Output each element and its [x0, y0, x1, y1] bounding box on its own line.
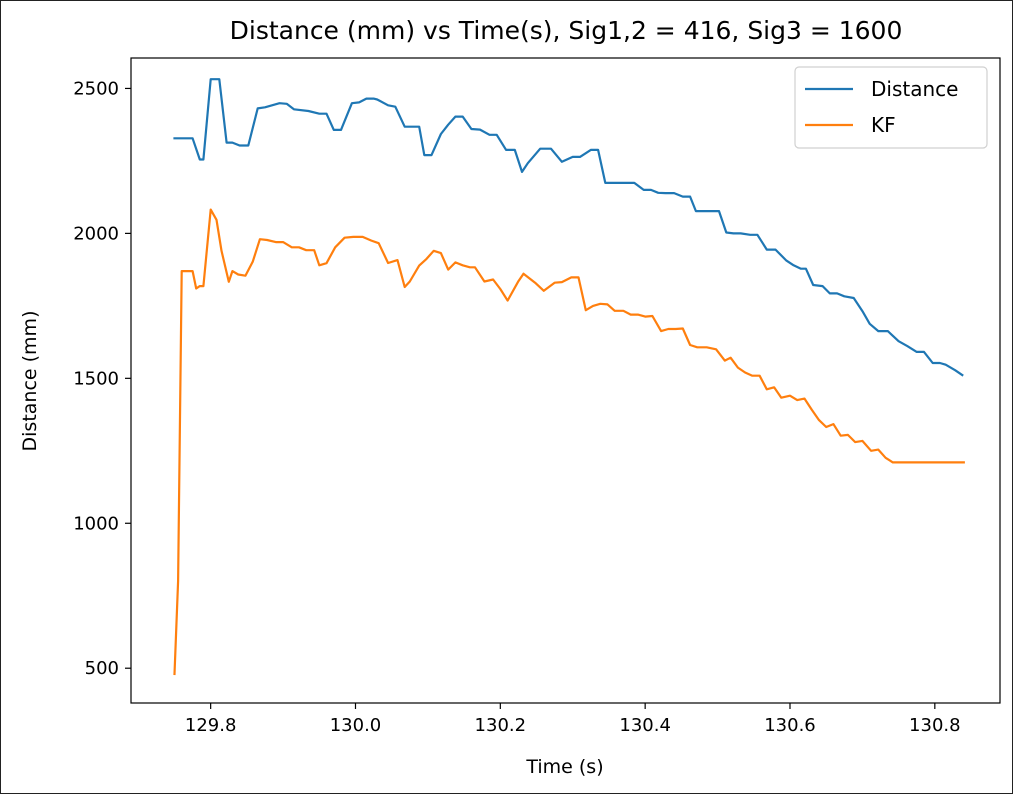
y-axis-label: Distance (mm)	[19, 311, 41, 452]
y-tick-label: 500	[85, 658, 119, 679]
x-tick-label: 130.4	[619, 715, 671, 736]
plot-border	[130, 57, 1001, 704]
plot-area	[131, 58, 1000, 703]
y-tick-label: 2500	[73, 78, 119, 99]
chart-title: Distance (mm) vs Time(s), Sig1,2 = 416, …	[230, 16, 903, 45]
series-line-kf	[173, 208, 965, 676]
x-tick-label: 130.8	[909, 715, 961, 736]
y-tick-label: 1500	[73, 368, 119, 389]
series-lines	[173, 78, 965, 676]
x-tick-label: 130.0	[330, 715, 382, 736]
legend: Distance KF	[794, 66, 988, 149]
x-tick-label: 130.6	[764, 715, 816, 736]
legend-box	[794, 66, 988, 149]
x-tick-label: 130.2	[475, 715, 527, 736]
legend-label-kf: KF	[871, 113, 896, 137]
series-line-distance	[173, 78, 964, 377]
y-axis: 500 1000 1500 2000 2500	[73, 78, 131, 679]
x-axis-label: Time (s)	[525, 756, 603, 778]
y-tick-label: 1000	[73, 513, 119, 534]
x-axis: 129.8 130.0 130.2 130.4 130.6 130.8	[185, 703, 961, 736]
y-tick-label: 2000	[73, 223, 119, 244]
legend-label-distance: Distance	[871, 77, 958, 101]
x-tick-label: 129.8	[185, 715, 237, 736]
